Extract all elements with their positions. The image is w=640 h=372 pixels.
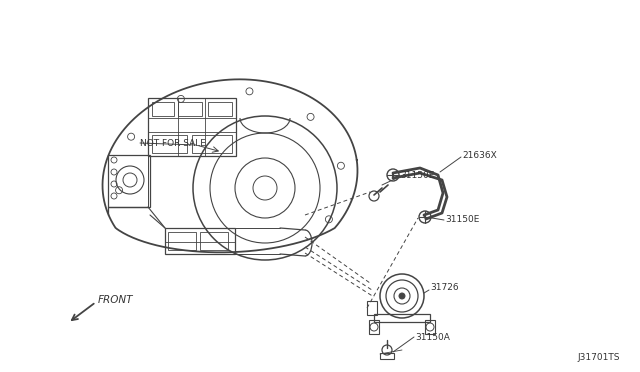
Circle shape xyxy=(399,293,405,299)
Bar xyxy=(108,155,150,207)
Bar xyxy=(152,135,187,153)
Bar xyxy=(208,102,232,116)
Bar xyxy=(380,353,394,359)
Bar xyxy=(168,232,196,250)
Text: J31701TS: J31701TS xyxy=(577,353,620,362)
Bar xyxy=(178,102,202,116)
Text: 31150E: 31150E xyxy=(445,215,479,224)
Bar xyxy=(200,232,228,250)
Text: FRONT: FRONT xyxy=(98,295,134,305)
Text: 31150A: 31150A xyxy=(415,333,450,341)
Text: 31726: 31726 xyxy=(430,283,459,292)
Bar xyxy=(165,228,235,254)
Bar xyxy=(192,135,232,153)
Text: NOT FOR SALE: NOT FOR SALE xyxy=(140,138,206,148)
Bar xyxy=(425,320,435,334)
Bar xyxy=(369,320,379,334)
Bar xyxy=(374,314,430,322)
Bar xyxy=(152,102,174,116)
Text: 31150E: 31150E xyxy=(400,170,435,180)
Text: 21636X: 21636X xyxy=(462,151,497,160)
Bar xyxy=(367,301,377,315)
Bar xyxy=(148,98,236,156)
